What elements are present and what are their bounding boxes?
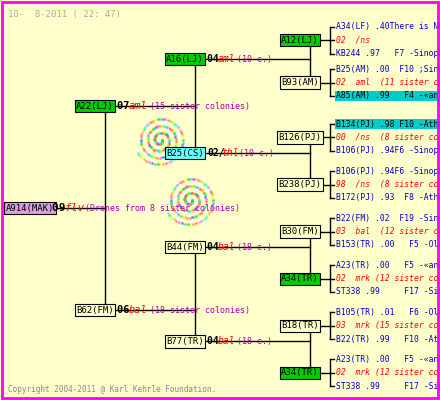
- Text: B134(PJ) .98 F10 -AthosSt80R: B134(PJ) .98 F10 -AthosSt80R: [336, 120, 440, 129]
- Text: 10-  8-2011 ( 22: 47): 10- 8-2011 ( 22: 47): [8, 10, 121, 19]
- Text: (Drones from 8 sister colonies): (Drones from 8 sister colonies): [80, 204, 240, 212]
- Text: 04: 04: [207, 242, 225, 252]
- Text: B30(FM): B30(FM): [281, 227, 319, 236]
- Text: bal: bal: [129, 305, 148, 315]
- Text: (18 c.): (18 c.): [232, 337, 272, 346]
- Text: ST338 .99     F17 -Sinop62R: ST338 .99 F17 -Sinop62R: [336, 288, 440, 296]
- Text: 02  mrk (12 sister colonies): 02 mrk (12 sister colonies): [336, 368, 440, 377]
- Text: B105(TR) .01   F6 -Old_Lady: B105(TR) .01 F6 -Old_Lady: [336, 308, 440, 317]
- Text: A34(LF) .40There is NO QUEEN: A34(LF) .40There is NO QUEEN: [336, 22, 440, 32]
- Text: bal: bal: [218, 242, 236, 252]
- Text: B172(PJ) .93  F8 -AthosSt80R: B172(PJ) .93 F8 -AthosSt80R: [336, 193, 440, 202]
- Text: A85(AM) .99   F4 -«ankiri97R: A85(AM) .99 F4 -«ankiri97R: [336, 92, 440, 100]
- Text: 06: 06: [117, 305, 136, 315]
- Text: B153(TR) .00   F5 -Old_Lady: B153(TR) .00 F5 -Old_Lady: [336, 240, 440, 250]
- Text: (10 c.): (10 c.): [232, 54, 272, 64]
- Text: B22(FM) .02  F19 -Sinop62R: B22(FM) .02 F19 -Sinop62R: [336, 214, 440, 223]
- Text: B126(PJ): B126(PJ): [279, 133, 322, 142]
- Text: B238(PJ): B238(PJ): [279, 180, 322, 189]
- Text: B106(PJ) .94F6 -SinopEgg86R: B106(PJ) .94F6 -SinopEgg86R: [336, 146, 440, 155]
- Text: A914(MAK): A914(MAK): [6, 204, 54, 212]
- Text: B93(AM): B93(AM): [281, 78, 319, 87]
- Text: 02  /ns: 02 /ns: [336, 36, 370, 45]
- Text: A34(TR): A34(TR): [281, 368, 319, 377]
- Text: (18 sister colonies): (18 sister colonies): [145, 306, 250, 314]
- Text: aml: aml: [218, 54, 236, 64]
- Text: aml: aml: [129, 101, 148, 111]
- Text: (10 c.): (10 c.): [234, 149, 274, 158]
- Text: B44(FM): B44(FM): [166, 243, 204, 252]
- Text: B18(TR): B18(TR): [281, 321, 319, 330]
- Text: 09: 09: [52, 203, 72, 213]
- Text: KB244 .97   F7 -SinopEgg86R: KB244 .97 F7 -SinopEgg86R: [336, 49, 440, 58]
- Text: ST338 .99     F17 -Sinop62R: ST338 .99 F17 -Sinop62R: [336, 382, 440, 391]
- Text: bal: bal: [218, 336, 236, 346]
- Text: A34(TR): A34(TR): [281, 274, 319, 283]
- Text: B77(TR): B77(TR): [166, 337, 204, 346]
- Text: B62(FM): B62(FM): [76, 306, 114, 314]
- Text: 04: 04: [207, 54, 225, 64]
- Text: A22(LJ): A22(LJ): [76, 102, 114, 111]
- Text: 02/: 02/: [207, 148, 225, 158]
- Text: B25(CS): B25(CS): [166, 149, 204, 158]
- Text: (18 c.): (18 c.): [232, 243, 272, 252]
- Text: 98  /ns  (8 sister colonies): 98 /ns (8 sister colonies): [336, 180, 440, 189]
- Text: 07: 07: [117, 101, 136, 111]
- Text: Copyright 2004-2011 @ Karl Kehrle Foundation.: Copyright 2004-2011 @ Karl Kehrle Founda…: [8, 385, 216, 394]
- Text: B106(PJ) .94F6 -SinopEgg86R: B106(PJ) .94F6 -SinopEgg86R: [336, 167, 440, 176]
- Text: 03  bal  (12 sister colonies): 03 bal (12 sister colonies): [336, 227, 440, 236]
- Text: flv: flv: [65, 203, 85, 213]
- Text: (15 sister colonies): (15 sister colonies): [145, 102, 250, 111]
- Text: A23(TR) .00   F5 -«ankiri97R: A23(TR) .00 F5 -«ankiri97R: [336, 355, 440, 364]
- Text: B25(AM) .00  F10 ;SinopEgg86R: B25(AM) .00 F10 ;SinopEgg86R: [336, 65, 440, 74]
- Text: 02  aml  (11 sister colonies): 02 aml (11 sister colonies): [336, 78, 440, 87]
- Text: A12(LJ): A12(LJ): [281, 36, 319, 45]
- Text: thl: thl: [221, 148, 238, 158]
- Text: A23(TR) .00   F5 -«ankiri97R: A23(TR) .00 F5 -«ankiri97R: [336, 261, 440, 270]
- Text: 00  /ns  (8 sister colonies): 00 /ns (8 sister colonies): [336, 133, 440, 142]
- Text: A16(LJ): A16(LJ): [166, 54, 204, 64]
- Text: 04: 04: [207, 336, 225, 346]
- Text: 03  mrk (15 sister colonies): 03 mrk (15 sister colonies): [336, 321, 440, 330]
- Text: 02  mrk (12 sister colonies): 02 mrk (12 sister colonies): [336, 274, 440, 283]
- Text: B22(TR) .99   F10 -Atlas85R: B22(TR) .99 F10 -Atlas85R: [336, 334, 440, 344]
